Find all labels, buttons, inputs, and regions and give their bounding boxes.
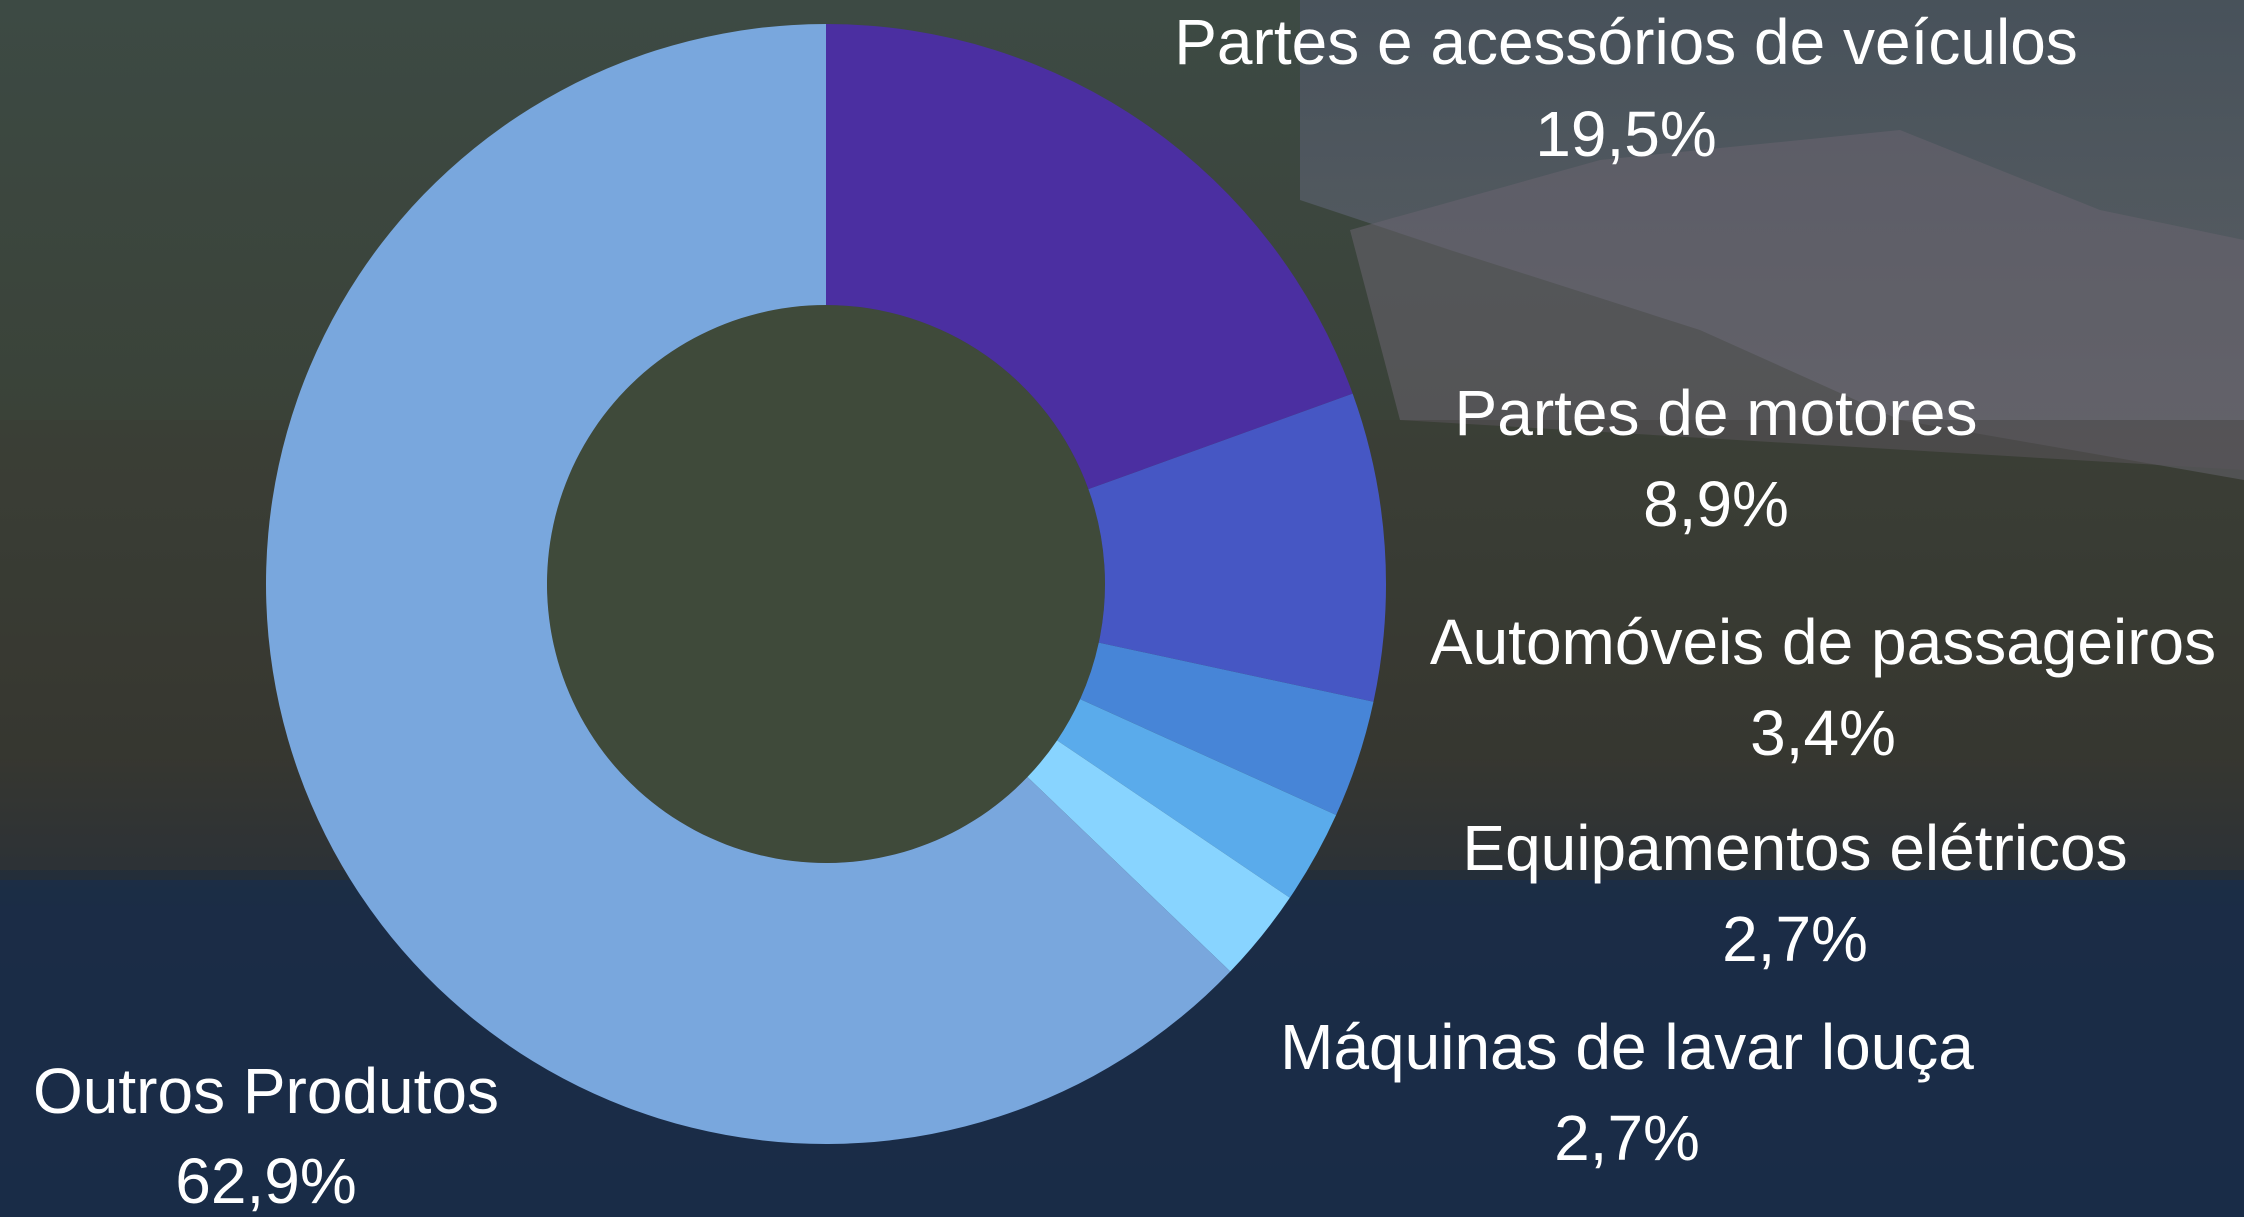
labels: Partes e acessórios de veículos 19,5% Part…	[33, 6, 2216, 1217]
slice-value: 3,4%	[1750, 697, 1896, 769]
ring	[265, 24, 1386, 1144]
slice-label: Partes de motores	[1455, 377, 1978, 449]
slice-value: 19,5%	[1535, 98, 1716, 170]
slice-label: Equipamentos elétricos	[1462, 812, 2127, 884]
slice	[1057, 699, 1337, 898]
mountains	[1350, 130, 2244, 470]
slice	[1080, 642, 1374, 816]
slice-value: 62,9%	[175, 1145, 356, 1217]
hole-backdrop	[547, 305, 1105, 863]
slice	[1088, 393, 1386, 702]
slice-value: 2,7%	[1554, 1102, 1700, 1174]
slice	[826, 24, 1353, 490]
slice-label: Máquinas de lavar louça	[1280, 1011, 1974, 1083]
slice-label: Outros Produtos	[33, 1055, 499, 1127]
slice-label: Automóveis de passageiros	[1430, 606, 2216, 678]
slice	[1027, 740, 1290, 972]
slice-label: Partes e acessórios de veículos	[1174, 6, 2078, 78]
slice-value: 8,9%	[1643, 468, 1789, 540]
slice-value: 2,7%	[1722, 903, 1868, 975]
slice	[265, 24, 1231, 1144]
